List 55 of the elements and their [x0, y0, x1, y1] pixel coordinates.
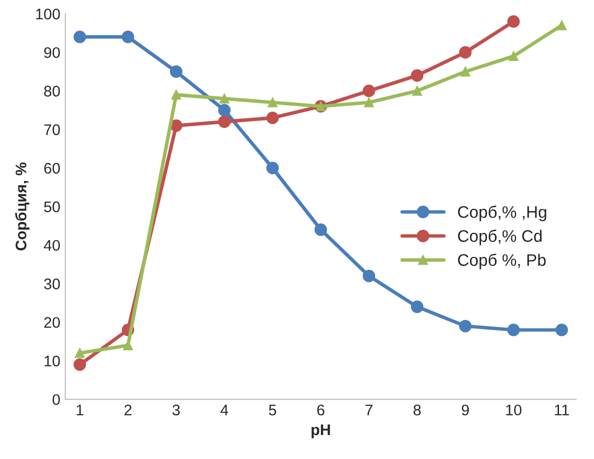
x-axis-title: pH — [312, 424, 330, 438]
point — [171, 90, 182, 100]
point — [218, 104, 231, 116]
legend-label: Сорб %, Pb — [458, 254, 546, 270]
x-tick-label: 3 — [172, 404, 180, 416]
point — [412, 86, 422, 96]
point — [508, 51, 518, 62]
point — [459, 320, 472, 332]
point — [314, 223, 328, 236]
y-axis-title: Сорбция, % — [15, 162, 30, 250]
point — [268, 98, 278, 108]
y-tick-label: 90 — [44, 47, 60, 58]
point — [507, 15, 520, 28]
x-tick-label: 7 — [365, 404, 372, 416]
x-tick-label: 8 — [414, 404, 421, 416]
y-tick-label: 0 — [52, 394, 60, 406]
point — [362, 270, 376, 282]
point — [364, 98, 374, 108]
point — [220, 94, 230, 104]
x-tick-label: 9 — [462, 404, 469, 416]
point — [555, 324, 568, 336]
point — [74, 348, 85, 358]
y-tick-label: 10 — [44, 356, 60, 366]
x-tick-label: 4 — [220, 404, 228, 416]
point — [460, 66, 470, 76]
point — [362, 84, 376, 98]
point — [122, 30, 134, 44]
x-tick-label: 2 — [124, 404, 132, 416]
point — [507, 324, 520, 336]
x-tick-label: 10 — [506, 404, 522, 416]
point — [410, 69, 424, 82]
x-tick-label: 1 — [76, 404, 84, 416]
point — [459, 46, 472, 59]
y-tick-label: 30 — [44, 278, 60, 290]
x-tick-label: 5 — [268, 404, 276, 416]
y-tick-label: 50 — [44, 201, 60, 212]
x-tick-label: 11 — [554, 404, 569, 416]
y-tick-label: 40 — [44, 240, 60, 251]
point — [266, 112, 279, 124]
y-tick-label: 20 — [44, 317, 60, 328]
point — [74, 358, 86, 371]
y-tick-label: 60 — [44, 162, 60, 174]
point — [410, 300, 424, 314]
point — [218, 115, 231, 128]
y-tick-label: 70 — [44, 124, 60, 136]
point — [170, 65, 182, 78]
legend-label: Сорб,% ,Hg — [458, 206, 546, 222]
y-tick-label: 100 — [36, 8, 60, 20]
x-tick-label: 6 — [317, 404, 324, 416]
legend-label: Сорб,% Cd — [458, 230, 542, 246]
point — [74, 30, 86, 44]
y-tick-label: 80 — [44, 86, 60, 97]
point — [556, 20, 567, 30]
point — [123, 340, 133, 350]
point — [266, 162, 279, 174]
